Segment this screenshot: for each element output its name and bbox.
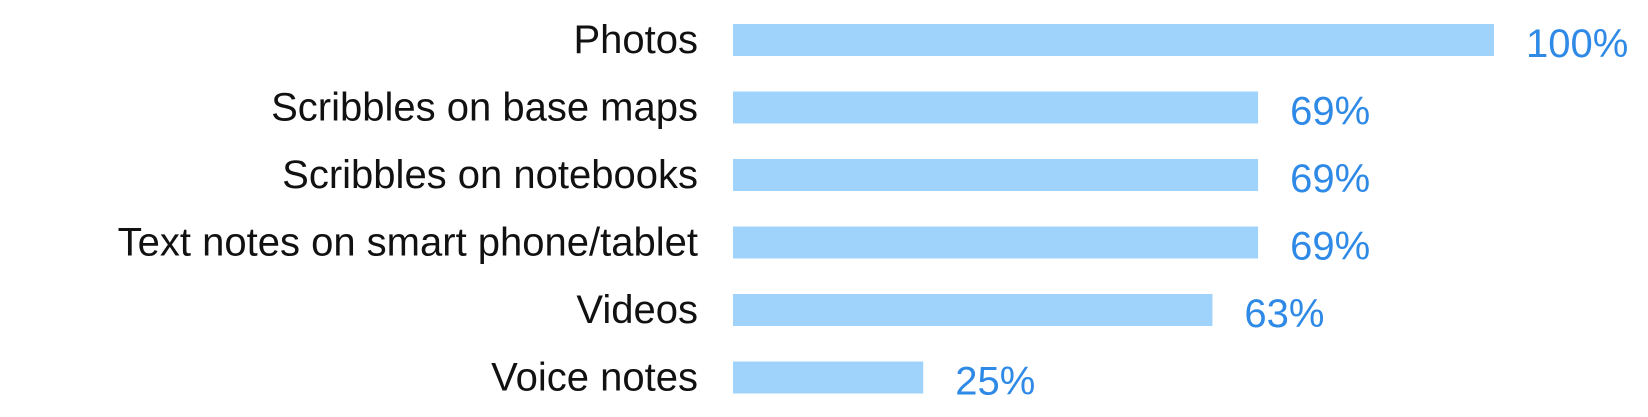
bar-4 bbox=[733, 294, 1213, 326]
bar-5 bbox=[733, 361, 924, 394]
value-label: 100% bbox=[1526, 22, 1628, 66]
value-label: 69% bbox=[1290, 225, 1370, 269]
category-label: Scribbles on notebooks bbox=[282, 153, 698, 197]
category-label: Videos bbox=[576, 288, 698, 332]
category-label: Photos bbox=[573, 18, 698, 62]
value-label: 69% bbox=[1290, 157, 1370, 201]
value-labels: 100% 69% 69% 69% 63% 25% bbox=[955, 22, 1628, 404]
value-label: 25% bbox=[955, 360, 1035, 404]
bar-0 bbox=[733, 24, 1494, 56]
category-labels: Photos Scribbles on base maps Scribbles on… bbox=[118, 18, 698, 400]
bar-1 bbox=[733, 91, 1259, 124]
bar-3 bbox=[733, 226, 1259, 259]
bars-group bbox=[733, 24, 1494, 394]
category-label: Voice notes bbox=[491, 356, 698, 400]
value-label: 63% bbox=[1244, 292, 1324, 336]
category-label: Scribbles on base maps bbox=[271, 86, 698, 130]
value-label: 69% bbox=[1290, 90, 1370, 134]
bar-2 bbox=[733, 159, 1259, 191]
category-label: Text notes on smart phone/tablet bbox=[118, 221, 698, 265]
